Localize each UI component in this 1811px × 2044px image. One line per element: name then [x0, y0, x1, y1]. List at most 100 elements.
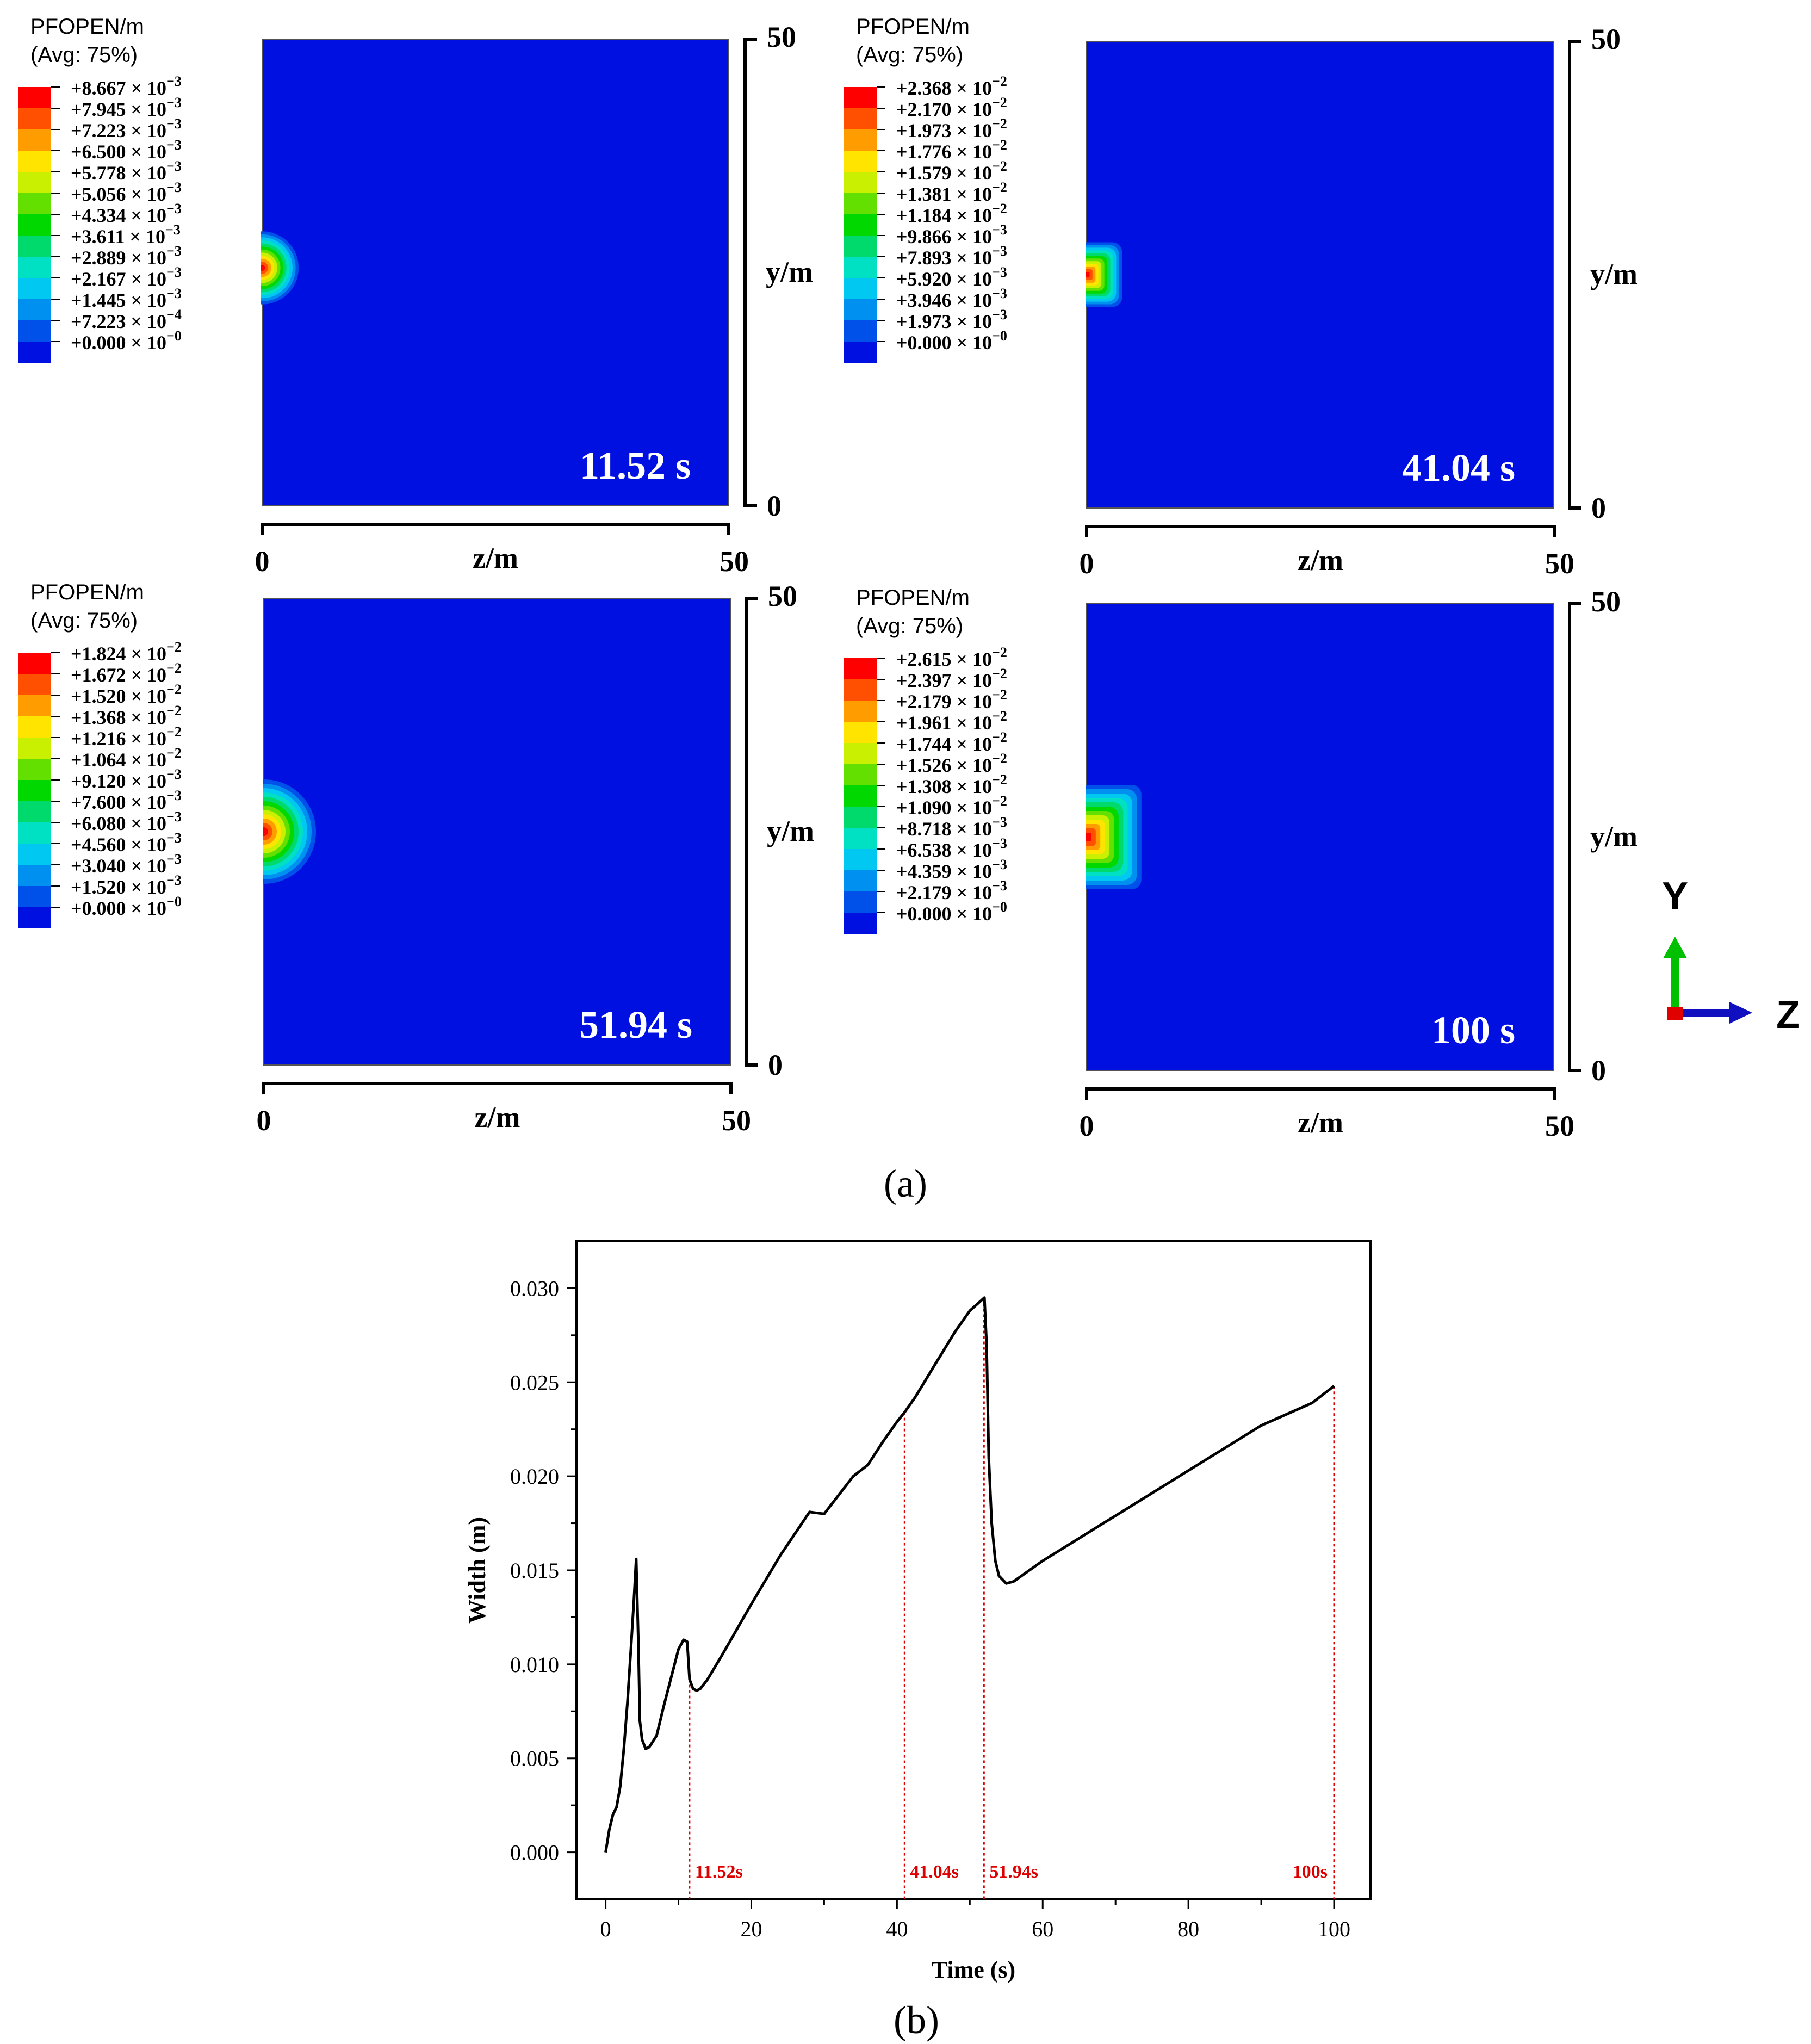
z-ruler-max: 50 — [720, 545, 749, 578]
legend-swatch — [844, 108, 877, 129]
legend-value: +1.064 × 10−2 — [71, 745, 182, 771]
legend-value: +1.308 × 10−2 — [896, 772, 1007, 797]
legend-swatch — [18, 780, 51, 801]
legend-swatch — [18, 172, 51, 193]
x-axis-label: Time (s) — [932, 1956, 1015, 1983]
legend-swatch — [18, 299, 51, 320]
triad-z-arrowhead — [1729, 1002, 1752, 1024]
legend-swatch — [844, 743, 877, 764]
legend-swatch — [844, 679, 877, 701]
axis-triad: Y Z — [1662, 875, 1800, 1037]
z-ruler-min: 0 — [257, 1104, 271, 1137]
legend-swatch — [18, 151, 51, 172]
time-marker-label: 100s — [1293, 1862, 1328, 1882]
legend-value: +1.526 × 10−2 — [896, 751, 1007, 776]
x-tick-label: 100 — [1318, 1917, 1350, 1941]
legend-swatch — [18, 257, 51, 278]
legend-value: +8.718 × 10−3 — [896, 814, 1007, 840]
legend-swatch — [844, 913, 877, 934]
contour-domain — [1086, 41, 1554, 509]
y-tick-label: 0.000 — [510, 1841, 559, 1865]
contour-domain — [262, 39, 729, 506]
legend-swatch — [844, 342, 877, 363]
time-markers: 11.52s 41.04s 51.94s 100s — [689, 1298, 1335, 1899]
legend-subtitle: (Avg: 75%) — [30, 43, 138, 67]
legend-subtitle: (Avg: 75%) — [856, 43, 963, 67]
legend-swatch — [844, 658, 877, 679]
chart-ticks: 0 20 40 60 80 100 0.000 0.005 0.010 0.015 0.020 0.0… — [510, 1276, 1350, 1941]
legend-value: +3.040 × 10−3 — [71, 851, 182, 877]
legend-swatch — [18, 653, 51, 674]
y-axis-label: y/m — [1590, 820, 1638, 853]
legend-value: +0.000 × 10−0 — [71, 894, 182, 919]
legend-swatch — [844, 172, 877, 193]
legend-value: +7.223 × 10−4 — [71, 307, 182, 332]
x-tick-label: 60 — [1032, 1917, 1053, 1941]
legend-value: +3.611 × 10−3 — [71, 222, 181, 247]
z-axis-label: z/m — [475, 1101, 520, 1134]
y-ruler-min: 0 — [1591, 1054, 1606, 1087]
legend-value: +4.359 × 10−3 — [896, 857, 1007, 882]
legend-value: +1.090 × 10−2 — [896, 793, 1007, 819]
legend-swatch — [18, 214, 51, 236]
legend-value: +7.223 × 10−3 — [71, 116, 182, 141]
figure-a: PFOPEN/m (Avg: 75%) +8.667 × 10−3+7.945 × … — [18, 15, 1638, 1142]
y-ruler — [1568, 602, 1581, 1072]
legend-value: +1.973 × 10−2 — [896, 116, 1007, 141]
legend-swatch — [18, 865, 51, 886]
legend-value: +1.445 × 10−3 — [71, 286, 182, 311]
time-marker-label: 11.52s — [695, 1862, 743, 1882]
legend-swatch — [18, 738, 51, 759]
z-axis-label: z/m — [1298, 544, 1343, 577]
legend-swatch — [844, 236, 877, 257]
y-axis-label: y/m — [767, 815, 814, 847]
y-axis-label: y/m — [766, 256, 813, 288]
legend-swatch — [18, 193, 51, 214]
legend-value: +5.778 × 10−3 — [71, 158, 182, 184]
legend-swatch — [844, 701, 877, 722]
legend-value: +2.615 × 10−2 — [896, 645, 1007, 670]
contour-panel-2: PFOPEN/m (Avg: 75%) +2.368 × 10−2+2.170 × … — [844, 15, 1638, 580]
legend-subtitle: (Avg: 75%) — [30, 609, 138, 633]
y-ruler-max: 50 — [1591, 585, 1621, 618]
legend-swatch — [844, 828, 877, 849]
z-ruler — [262, 1082, 733, 1094]
legend-swatch — [18, 695, 51, 716]
y-ruler-min: 0 — [1591, 492, 1606, 524]
y-tick-label: 0.010 — [510, 1652, 559, 1677]
legend-title: PFOPEN/m — [856, 15, 970, 39]
legend-value: +2.179 × 10−3 — [896, 878, 1007, 903]
legend-value: +1.520 × 10−3 — [71, 872, 182, 898]
time-label: 100 s — [1431, 1008, 1515, 1052]
legend-swatch — [18, 342, 51, 363]
legend-value: +1.776 × 10−2 — [896, 137, 1007, 163]
legend-value: +1.961 × 10−2 — [896, 708, 1007, 734]
legend-value: +7.945 × 10−3 — [71, 95, 182, 120]
legend-swatch — [844, 849, 877, 870]
legend-value: +8.667 × 10−3 — [71, 73, 182, 99]
legend-value: +6.538 × 10−3 — [896, 835, 1007, 861]
time-label: 11.52 s — [580, 444, 691, 487]
legend-value: +5.920 × 10−3 — [896, 264, 1007, 290]
domain-edge-mask — [1021, 604, 1086, 1070]
width-time-chart: 0 20 40 60 80 100 0.000 0.005 0.010 0.015 0.020 0.0… — [464, 1240, 1372, 1983]
legend-title: PFOPEN/m — [856, 586, 970, 610]
legend-swatch — [18, 886, 51, 907]
legend-swatch — [844, 214, 877, 236]
legend-value: +1.744 × 10−2 — [896, 729, 1007, 755]
z-axis-label: z/m — [473, 542, 518, 574]
legend-value: +2.167 × 10−3 — [71, 264, 182, 290]
legend-swatch — [844, 129, 877, 151]
legend-value: +2.170 × 10−2 — [896, 95, 1007, 120]
legend-swatch — [18, 759, 51, 780]
z-ruler-min: 0 — [1080, 1110, 1094, 1142]
legend-swatch — [844, 764, 877, 785]
z-ruler-max: 50 — [1545, 1110, 1574, 1142]
domain-edge-mask — [197, 39, 261, 506]
legend-swatch — [18, 907, 51, 928]
legend-swatch — [18, 129, 51, 151]
legend-swatch — [18, 278, 51, 299]
contour-domain — [1086, 603, 1554, 1071]
legend-value: +1.973 × 10−3 — [896, 307, 1007, 332]
contour-panel-3: PFOPEN/m (Avg: 75%) +1.824 × 10−2+1.672 × … — [18, 580, 814, 1137]
